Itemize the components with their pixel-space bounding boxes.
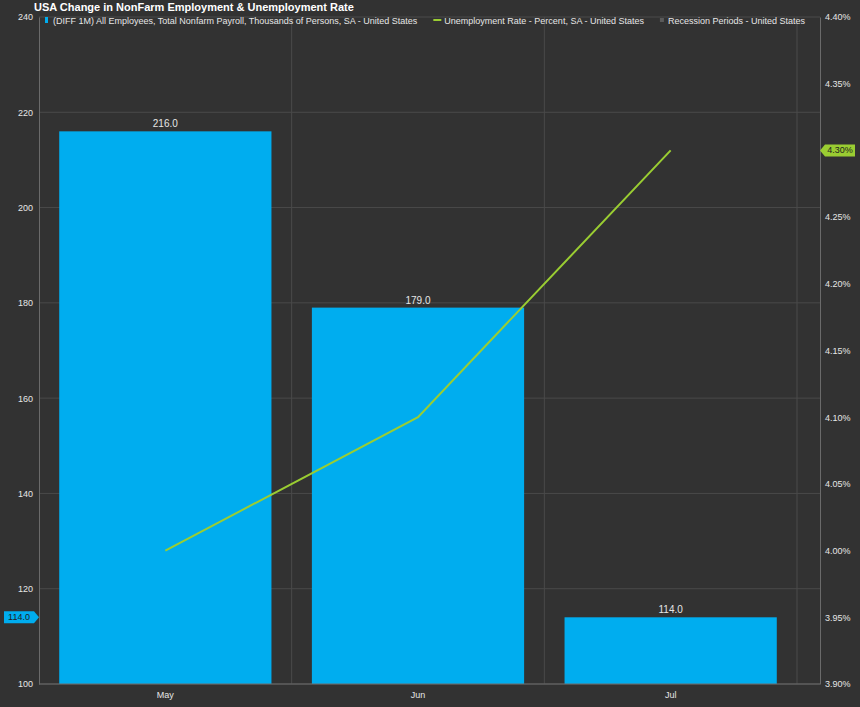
tick: 4.15% xyxy=(820,346,851,356)
legend-item: Unemployment Rate - Percent, SA - United… xyxy=(433,16,644,26)
tick-label: 4.25% xyxy=(825,212,851,222)
legend-item: Recession Periods - United States xyxy=(660,16,806,26)
tick: May xyxy=(157,684,175,700)
tick-label: Jun xyxy=(411,690,426,700)
tick-label: 200 xyxy=(18,203,33,213)
tick-label: 4.35% xyxy=(825,79,851,89)
tick-label: 4.05% xyxy=(825,479,851,489)
plot-marks xyxy=(59,131,777,684)
tick-label: Jul xyxy=(665,690,677,700)
tick-label: 4.40% xyxy=(825,12,851,22)
data-labels: 216.0 179.0 114.0 xyxy=(153,118,683,615)
tick-label: May xyxy=(157,690,175,700)
grid xyxy=(39,17,820,684)
bar xyxy=(312,308,524,684)
tick-label: 4.15% xyxy=(825,346,851,356)
axis-line xyxy=(39,18,40,685)
tick: 4.25% xyxy=(820,212,851,222)
data-label: 179.0 xyxy=(405,295,430,306)
tick-label: 4.10% xyxy=(825,413,851,423)
axis-line xyxy=(820,18,821,685)
tick: 200 xyxy=(18,203,39,213)
chart: 216.0 179.0 114.0 100 120 140 160 180 200 220 240 3… xyxy=(0,0,860,707)
legend-swatch xyxy=(660,18,664,22)
value-tag-label: 4.30% xyxy=(827,145,853,155)
data-label: 114.0 xyxy=(659,604,684,615)
bar xyxy=(59,131,271,684)
tick: 140 xyxy=(18,489,39,499)
tick: 3.90% xyxy=(820,679,851,689)
y-axis: 100 120 140 160 180 200 220 240 xyxy=(18,12,40,689)
tick: 4.20% xyxy=(820,279,851,289)
legend-label: Unemployment Rate - Percent, SA - United… xyxy=(444,16,644,26)
tick-label: 140 xyxy=(18,489,33,499)
tick: 4.10% xyxy=(820,413,851,423)
tick-label: 4.00% xyxy=(825,546,851,556)
tick-label: 4.20% xyxy=(825,279,851,289)
title: USA Change in NonFarm Employment & Unemp… xyxy=(34,1,354,13)
tick: Jul xyxy=(665,684,677,700)
grid-line-vertical xyxy=(291,17,292,684)
tick-label: 220 xyxy=(18,108,33,118)
x-axis: May Jun Jul xyxy=(39,684,820,700)
tick-label: 120 xyxy=(18,584,33,594)
grid-line xyxy=(39,684,820,685)
tick: 4.40% xyxy=(820,12,851,22)
grid-line-vertical xyxy=(544,17,545,684)
tick-label: 240 xyxy=(18,12,33,22)
legend-item: (DIFF 1M) All Employees, Total Nonfarm P… xyxy=(45,16,418,26)
tick: 4.35% xyxy=(820,79,851,89)
tick-label: 100 xyxy=(18,679,33,689)
tick-label: 180 xyxy=(18,298,33,308)
tick-label: 3.95% xyxy=(825,613,851,623)
tick: 4.00% xyxy=(820,546,851,556)
tick: 220 xyxy=(18,108,39,118)
value-tag xyxy=(4,611,39,623)
grid-line xyxy=(39,112,820,113)
annotations: 114.0 4.30% xyxy=(4,144,855,623)
tick: Jun xyxy=(411,684,426,700)
value-tag xyxy=(820,144,855,156)
tick: 240 xyxy=(18,12,39,22)
axis-line xyxy=(39,684,820,685)
tick: 4.05% xyxy=(820,479,851,489)
legend-label: Recession Periods - United States xyxy=(668,16,806,26)
legend-swatch xyxy=(45,17,48,23)
data-label: 216.0 xyxy=(153,118,178,129)
tick: 160 xyxy=(18,394,39,404)
tick-label: 160 xyxy=(18,394,33,404)
tick-label: 3.90% xyxy=(825,679,851,689)
tick: 180 xyxy=(18,298,39,308)
legend-label: (DIFF 1M) All Employees, Total Nonfarm P… xyxy=(53,16,418,26)
legend: (DIFF 1M) All Employees, Total Nonfarm P… xyxy=(45,16,805,26)
y2-axis: 3.90% 3.95% 4.00% 4.05% 4.10% 4.15% 4.20% 4.25%… xyxy=(820,12,851,689)
legend-swatch xyxy=(433,19,441,21)
value-tag-label: 114.0 xyxy=(8,612,30,622)
line xyxy=(165,150,670,550)
background xyxy=(0,0,860,707)
tick: 100 xyxy=(18,679,39,689)
tick: 120 xyxy=(18,584,39,594)
tick: 3.95% xyxy=(820,613,851,623)
bar xyxy=(565,617,777,684)
grid-line-vertical xyxy=(797,17,798,684)
